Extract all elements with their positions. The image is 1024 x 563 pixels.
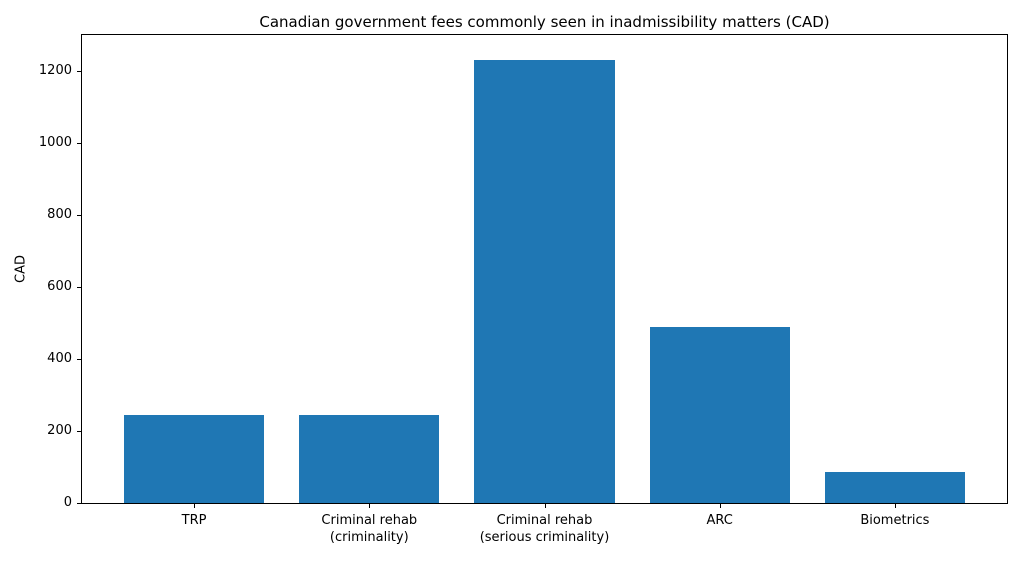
bar-arc: [649, 326, 790, 503]
x-tick-label-trp: TRP: [181, 513, 207, 528]
y-tick-mark: [77, 502, 81, 504]
plot-area: [77, 34, 1008, 508]
y-tick-label-600: 600: [47, 279, 72, 294]
x-tick-mark: [369, 504, 371, 508]
x-tick-label-criminal-rehab: Criminal rehab (serious criminality): [479, 513, 610, 545]
chart-title: Canadian government fees commonly seen i…: [259, 13, 830, 31]
x-tick-mark: [194, 504, 196, 508]
y-tick-mark: [77, 286, 81, 288]
x-tick-mark: [544, 504, 546, 508]
y-tick-label-0: 0: [63, 495, 72, 510]
y-tick-label-1000: 1000: [38, 135, 72, 150]
x-tick-label-arc: ARC: [706, 513, 733, 528]
bar-trp: [124, 414, 265, 503]
y-tick-label-400: 400: [47, 351, 72, 366]
y-tick-mark: [77, 214, 81, 216]
y-tick-mark: [77, 430, 81, 432]
y-tick-mark: [77, 142, 81, 144]
bar-criminal-rehab: [299, 414, 440, 503]
y-tick-label-1200: 1200: [38, 63, 72, 78]
x-tick-mark: [719, 504, 721, 508]
y-tick-label-200: 200: [47, 423, 72, 438]
bar-criminal-rehab: [474, 60, 615, 503]
y-tick-mark: [77, 70, 81, 72]
y-tick-label-800: 800: [47, 207, 72, 222]
bar-biometrics: [824, 472, 965, 503]
y-tick-mark: [77, 358, 81, 360]
x-tick-label-criminal-rehab: Criminal rehab (criminality): [321, 513, 418, 545]
x-tick-mark: [894, 504, 896, 508]
x-tick-label-biometrics: Biometrics: [860, 513, 930, 528]
